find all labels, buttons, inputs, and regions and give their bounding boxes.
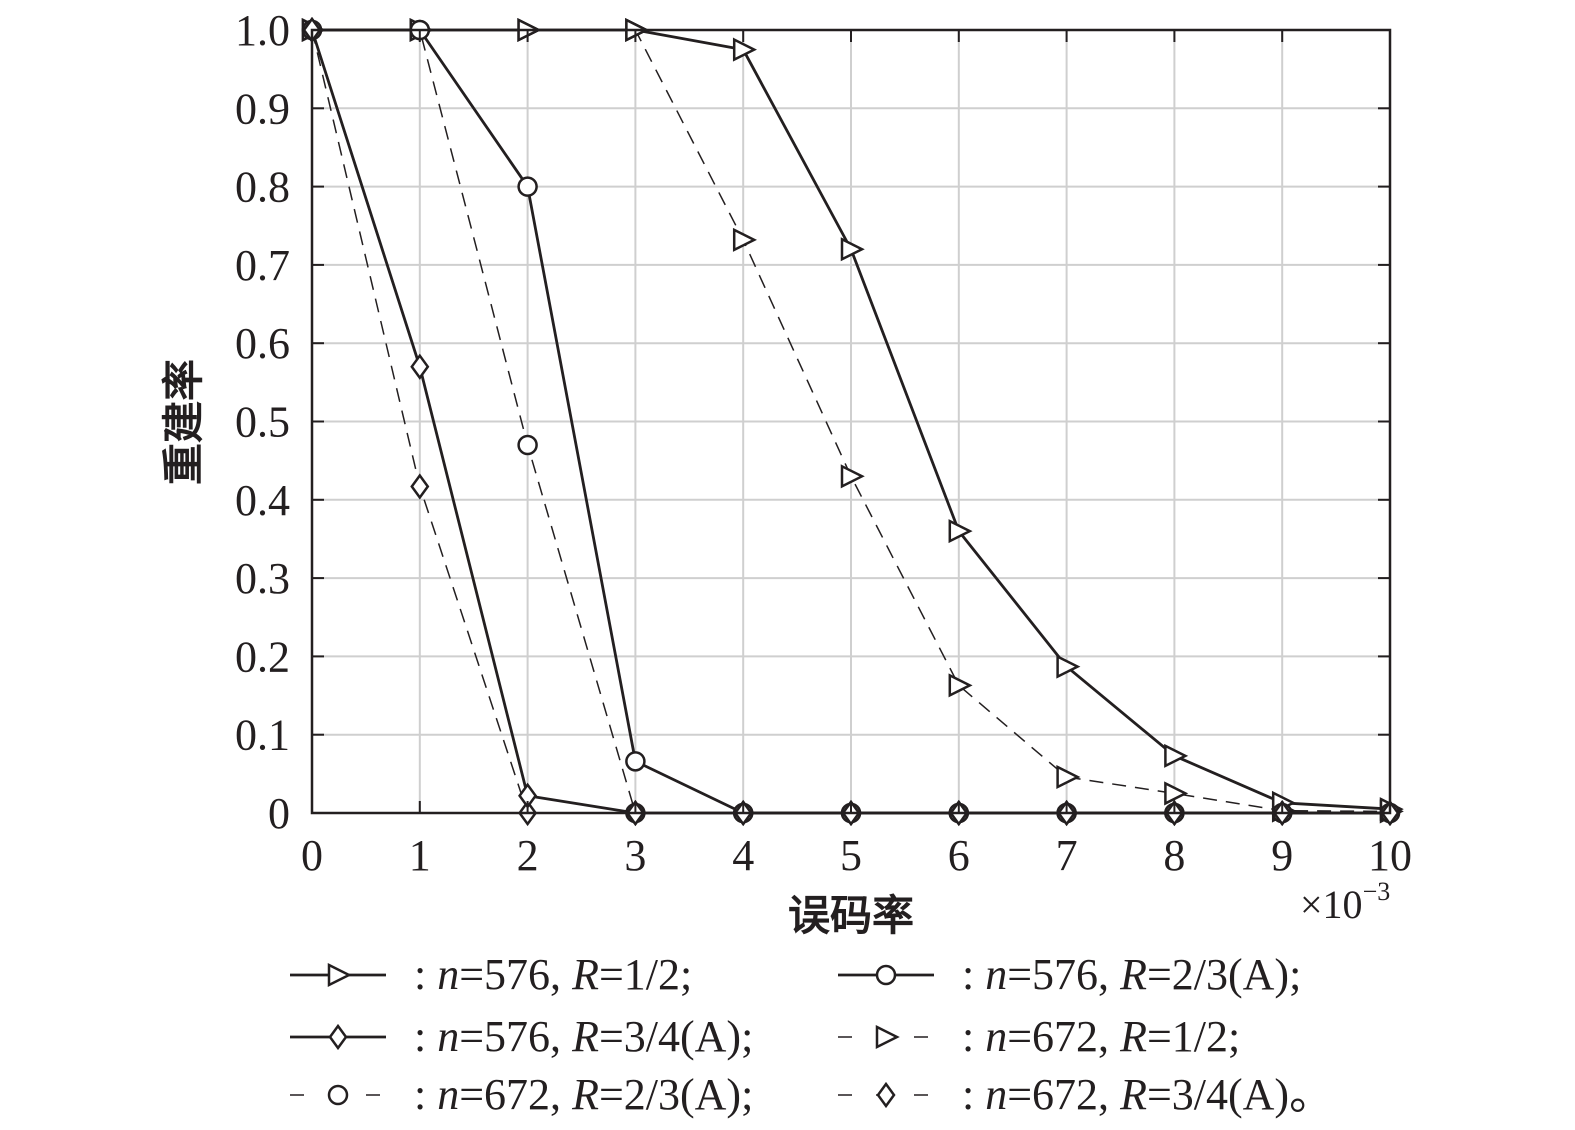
- y-tick-label: 1.0: [235, 6, 290, 55]
- tick-marks: [311, 29, 1391, 814]
- legend-label: : n=672, R=1/2;: [962, 1012, 1240, 1061]
- legend-item: : n=672, R=1/2;: [838, 1012, 1240, 1061]
- data-point: [1056, 654, 1081, 679]
- y-tick-label: 0.5: [235, 398, 290, 447]
- legend-label: : n=576, R=1/2;: [414, 950, 692, 999]
- data-point: [732, 227, 757, 252]
- data-point: [410, 473, 430, 500]
- x-tick-label: 10: [1368, 831, 1412, 880]
- data-point: [1164, 743, 1189, 768]
- legend-marker: [875, 1024, 900, 1050]
- data-point: [948, 673, 973, 698]
- y-axis-label: 重建率: [159, 359, 208, 485]
- y-tick-label: 0.6: [235, 319, 290, 368]
- legend-marker: [876, 1081, 896, 1109]
- y-tick-label: 0.3: [235, 554, 290, 603]
- data-point: [1164, 781, 1189, 806]
- data-point: [1056, 764, 1081, 790]
- legend-item: : n=576, R=1/2;: [290, 950, 692, 999]
- legend-item: : n=576, R=2/3(A);: [838, 950, 1301, 999]
- legend-item: : n=672, R=3/4(A)。: [838, 1070, 1333, 1119]
- data-point: [948, 519, 973, 544]
- x-tick-label: 4: [732, 831, 754, 880]
- legend-label: : n=576, R=2/3(A);: [962, 950, 1301, 999]
- data-point: [732, 37, 757, 62]
- y-tick-label: 0.1: [235, 711, 290, 760]
- x-axis-exponent-power: −3: [1363, 877, 1391, 906]
- y-tick-label: 0.8: [235, 163, 290, 212]
- x-tick-label: 9: [1271, 831, 1293, 880]
- legend-item: : n=576, R=3/4(A);: [290, 1012, 753, 1061]
- data-point: [840, 464, 865, 489]
- x-tick-label: 0: [301, 831, 323, 880]
- y-tick-label: 0.9: [235, 84, 290, 133]
- y-tick-label: 0.2: [235, 632, 290, 681]
- x-axis-exponent: ×10−3: [1300, 877, 1390, 927]
- legend-label: : n=672, R=2/3(A);: [414, 1070, 753, 1119]
- legend-marker: [327, 962, 352, 988]
- data-point: [517, 434, 538, 456]
- x-tick-label: 3: [624, 831, 646, 880]
- x-axis-label: 误码率: [788, 891, 914, 940]
- legend: : n=576, R=1/2; : n=576, R=2/3(A); : n=576…: [290, 950, 1333, 1119]
- legend-label: : n=576, R=3/4(A);: [414, 1012, 753, 1061]
- y-tick-label: 0.4: [235, 476, 290, 525]
- x-axis-exponent-base: ×10: [1300, 882, 1363, 927]
- grid-lines: [312, 30, 1390, 813]
- x-tick-label: 2: [517, 831, 539, 880]
- legend-marker: [327, 1084, 349, 1106]
- legend-item: : n=672, R=2/3(A);: [290, 1070, 753, 1119]
- y-tick-label: 0.7: [235, 241, 290, 290]
- x-tick-label: 6: [948, 831, 970, 880]
- x-tick-label: 7: [1056, 831, 1078, 880]
- legend-marker: [875, 964, 897, 986]
- x-tick-label: 8: [1163, 831, 1185, 880]
- y-tick-label: 0: [268, 789, 290, 838]
- legend-marker: [328, 1023, 348, 1051]
- data-point: [625, 751, 646, 772]
- series-line: [312, 29, 1391, 813]
- x-tick-label: 5: [840, 831, 862, 880]
- data-point: [840, 237, 865, 262]
- tick-labels: 0 1 2 3 4 5 6 7 8 9 10 0 0.1 0.2 0.3 0.4 0.5 0.6 0.7 0.8 0.9…: [235, 6, 1412, 880]
- legend-label: : n=672, R=3/4(A)。: [962, 1070, 1333, 1119]
- data-point: [517, 176, 538, 197]
- x-tick-label: 1: [409, 831, 431, 880]
- data-point: [410, 353, 430, 380]
